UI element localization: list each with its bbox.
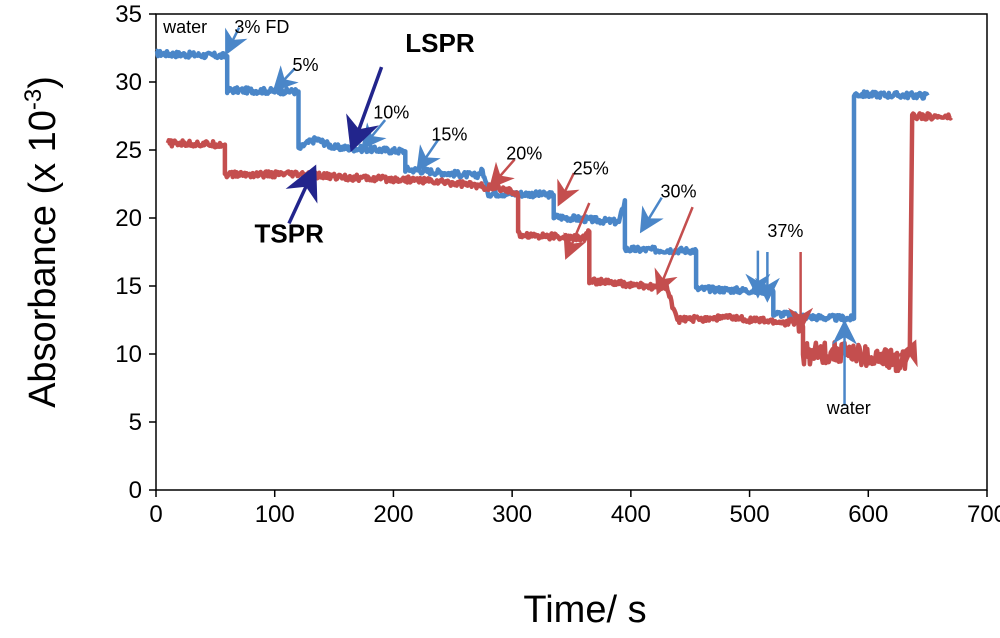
y-tick-label: 0	[129, 477, 142, 504]
annotation-label: 20%	[506, 144, 542, 164]
pointer-arrow	[654, 206, 694, 296]
annotation-label: 30%	[661, 182, 697, 202]
annotation-layer: water 3% FD5% 10% 15% 20% 25% 30% 37% water LSPR T…	[162, 17, 918, 418]
annotation-arrow	[416, 138, 441, 172]
y-tick-label: 10	[115, 341, 142, 368]
svg-text:Absorbance (x 10-3): Absorbance (x 10-3)	[20, 76, 64, 408]
annotation-label: water	[826, 398, 871, 418]
x-tick-label: 700	[967, 501, 1000, 528]
y-tick-label: 25	[115, 137, 142, 164]
annotation-arrow	[639, 196, 664, 234]
series-label-arrow	[285, 164, 318, 225]
x-tick-label: 400	[611, 501, 651, 528]
annotation-label: 3% FD	[234, 17, 289, 37]
series-label-lspr: LSPR	[405, 28, 475, 58]
y-tick-label: 5	[129, 409, 142, 436]
y-axis-title-exponent: -3	[20, 89, 47, 110]
x-tick-label: 600	[848, 501, 888, 528]
y-tick-label: 15	[115, 273, 142, 300]
annotation-arrow	[557, 172, 580, 207]
series-line-lspr	[154, 48, 930, 324]
annotation-label: water	[162, 17, 207, 37]
y-tick-label: 35	[115, 1, 142, 28]
pointer-arrow	[894, 339, 918, 369]
x-tick-label: 500	[730, 501, 770, 528]
annotation-label: 37%	[767, 221, 803, 241]
annotation-label: 15%	[431, 124, 467, 144]
x-tick-label: 100	[255, 501, 295, 528]
x-tick-label: 0	[149, 501, 162, 528]
plot-area-border	[155, 13, 988, 491]
x-axis-title: Time/ s	[523, 589, 646, 631]
y-tick-label: 30	[115, 69, 142, 96]
x-tick-label: 300	[492, 501, 532, 528]
y-axis-title-main: Absorbance (x 10	[22, 110, 64, 408]
pointer-arrow	[563, 202, 591, 260]
annotation-label: 5%	[293, 55, 319, 75]
annotation-label: 10%	[373, 103, 409, 123]
y-tick-label: 20	[115, 205, 142, 232]
annotation-label: 25%	[573, 158, 609, 178]
annotation-arrow	[360, 119, 387, 150]
annotation-arrow	[225, 27, 248, 56]
y-axis-title: Absorbance (x 10-3)	[20, 76, 64, 408]
y-axis-title-close: )	[22, 76, 64, 89]
series-layer	[154, 48, 953, 374]
plot-frame: 0 100 200 300 400 500 600 700 0 5 10 15 20 25 30 35	[115, 1, 1000, 528]
series-label-tspr: TSPR	[255, 218, 325, 248]
annotation-arrow	[488, 158, 516, 189]
series-label-arrow	[346, 66, 384, 153]
annotation-arrow	[272, 65, 299, 92]
x-tick-label: 200	[373, 501, 413, 528]
